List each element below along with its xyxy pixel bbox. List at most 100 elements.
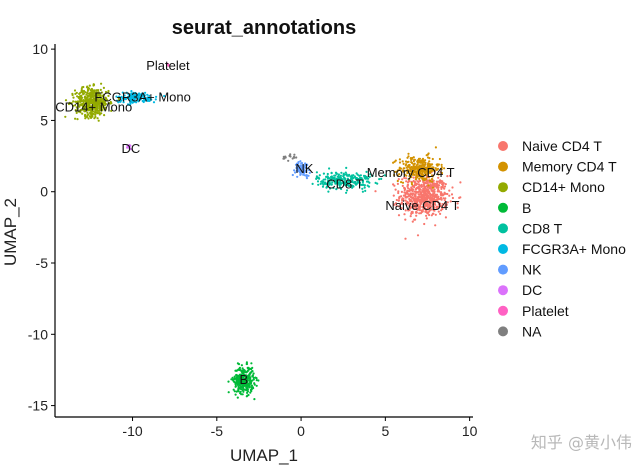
- data-point: [123, 94, 126, 97]
- data-point: [239, 380, 242, 383]
- data-point: [413, 190, 416, 193]
- data-point: [332, 186, 335, 190]
- data-point: [109, 100, 112, 104]
- data-point: [405, 166, 408, 169]
- data-point: [82, 85, 85, 89]
- data-point: [428, 160, 431, 163]
- data-point: [253, 398, 256, 401]
- data-point: [92, 110, 95, 113]
- data-point: [431, 180, 434, 183]
- data-point: [300, 162, 303, 165]
- data-point: [78, 97, 81, 100]
- data-point: [430, 189, 433, 192]
- data-point: [411, 203, 415, 206]
- data-point: [240, 370, 243, 373]
- data-point: [432, 182, 435, 185]
- legend-swatch: [498, 223, 508, 234]
- data-point: [249, 376, 252, 379]
- data-point: [243, 374, 246, 377]
- data-point: [246, 391, 249, 394]
- data-point: [421, 157, 425, 160]
- data-point: [424, 173, 427, 177]
- data-point: [404, 160, 408, 163]
- legend: Naive CD4 T Memory CD4 T CD14+ Mono B CD8 T F…: [498, 138, 626, 339]
- data-point: [429, 192, 432, 195]
- data-point: [361, 179, 364, 182]
- data-point: [437, 203, 440, 206]
- data-point: [251, 375, 254, 378]
- data-point: [423, 184, 426, 187]
- data-point: [346, 182, 349, 185]
- data-point: [366, 184, 369, 187]
- data-point: [87, 105, 90, 108]
- data-point: [99, 109, 103, 112]
- data-point: [351, 184, 354, 187]
- data-point: [428, 204, 432, 207]
- data-point: [240, 375, 243, 379]
- data-point: [393, 184, 396, 187]
- data-point: [141, 99, 144, 103]
- data-point: [424, 207, 427, 210]
- data-point: [440, 163, 443, 166]
- data-point: [363, 176, 366, 179]
- data-point: [337, 175, 340, 178]
- data-point: [249, 367, 252, 370]
- data-point: [165, 62, 169, 65]
- data-point: [301, 164, 304, 167]
- data-point: [242, 390, 245, 393]
- data-point: [104, 106, 107, 110]
- data-point: [351, 179, 354, 182]
- data-point: [80, 87, 83, 91]
- data-point: [321, 180, 324, 183]
- data-point: [420, 176, 423, 179]
- data-point: [80, 89, 83, 92]
- data-point: [70, 102, 73, 105]
- data-point: [411, 206, 414, 209]
- data-point: [119, 100, 122, 103]
- data-point: [427, 195, 430, 198]
- data-point: [102, 93, 105, 96]
- data-point: [394, 170, 397, 173]
- data-point: [433, 203, 436, 206]
- data-point: [432, 166, 435, 169]
- data-point: [402, 203, 405, 206]
- data-point: [423, 197, 426, 200]
- data-point: [340, 178, 343, 182]
- data-point: [410, 175, 413, 179]
- legend-label: NA: [522, 323, 542, 339]
- data-point: [416, 161, 419, 164]
- data-point: [251, 370, 254, 373]
- legend-label: Naive CD4 T: [522, 138, 602, 154]
- data-point: [82, 102, 85, 105]
- data-point: [435, 180, 438, 183]
- data-point: [304, 162, 307, 165]
- cluster-points-2: [392, 146, 446, 189]
- data-point: [418, 177, 421, 180]
- data-point: [345, 191, 348, 194]
- data-point: [361, 180, 364, 184]
- data-point: [295, 162, 299, 165]
- data-point: [438, 157, 441, 161]
- data-point: [339, 174, 342, 177]
- data-point: [430, 184, 433, 187]
- data-point: [444, 202, 447, 205]
- data-point: [297, 166, 300, 169]
- data-point: [152, 101, 156, 104]
- data-point: [419, 161, 422, 164]
- data-point: [418, 209, 421, 212]
- data-point: [146, 96, 149, 99]
- data-point: [102, 102, 105, 105]
- data-point: [234, 385, 237, 388]
- data-point: [92, 83, 95, 86]
- legend-swatch: [498, 326, 508, 337]
- x-tick-label: 10: [462, 423, 478, 439]
- data-point: [334, 171, 338, 174]
- data-point: [398, 168, 401, 172]
- data-point: [328, 167, 331, 170]
- data-point: [100, 97, 103, 100]
- data-point: [408, 163, 411, 167]
- data-point: [328, 182, 332, 185]
- data-point: [88, 84, 91, 87]
- data-point: [436, 183, 439, 187]
